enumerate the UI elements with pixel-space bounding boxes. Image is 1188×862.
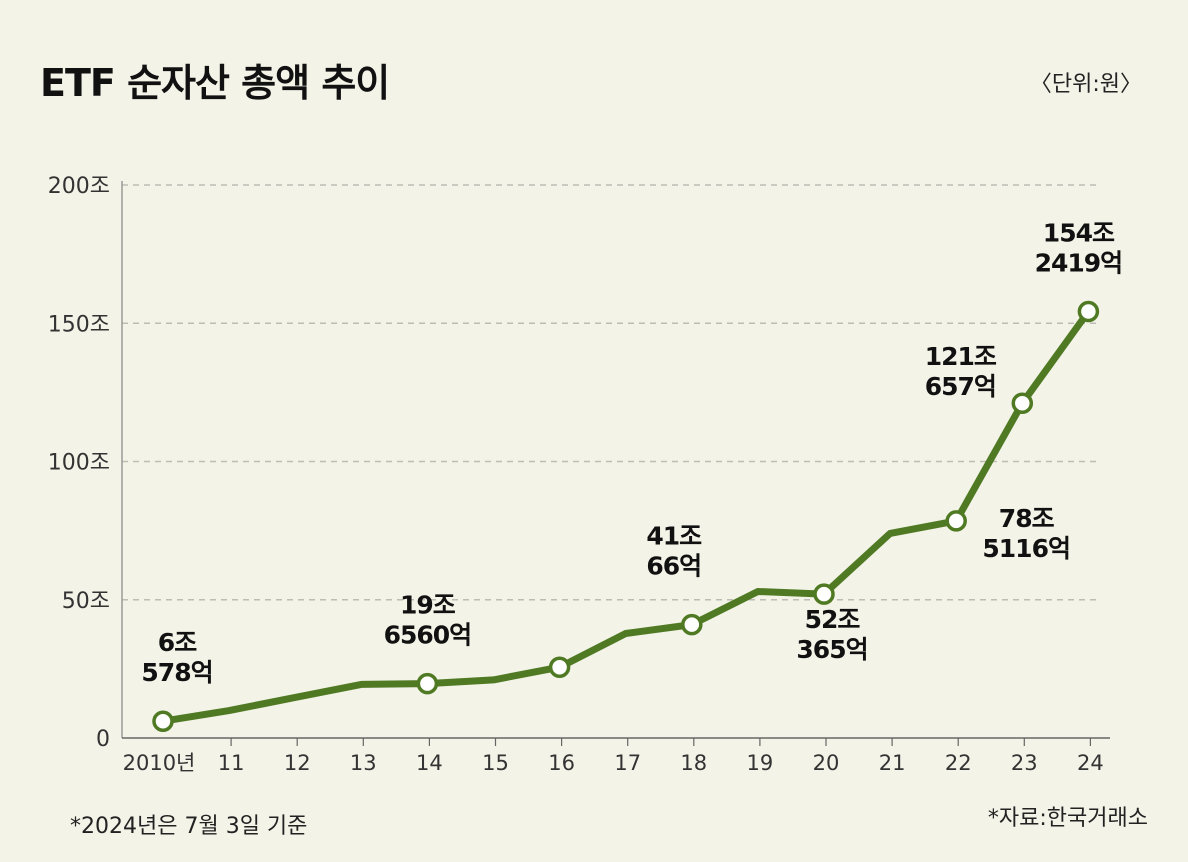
data-label-line2: 657억: [925, 372, 996, 401]
x-tick-label: 21: [879, 751, 906, 775]
data-label-line1: 41조: [646, 522, 702, 551]
data-point-marker: [416, 672, 439, 695]
data-label-line2: 66억: [646, 552, 701, 581]
data-label-line2: 578억: [141, 658, 212, 687]
data-label-line1: 78조: [999, 504, 1055, 533]
data-label-line2: 6560억: [384, 621, 472, 650]
data-label-line1: 154조: [1043, 219, 1115, 248]
data-point-marker: [681, 613, 703, 636]
footnote: *2024년은 7월 3일 기준: [70, 814, 308, 839]
y-tick-label: 200조: [48, 174, 110, 199]
x-tick-label: 14: [416, 751, 443, 775]
x-tick-label: 12: [284, 751, 311, 775]
x-tick-label: 2010년: [123, 751, 196, 775]
x-tick-label: 19: [747, 751, 774, 775]
data-point-marker: [152, 710, 174, 732]
data-point-marker: [1077, 300, 1100, 323]
series-line: [159, 308, 1092, 725]
source-label: *자료:한국거래소: [987, 806, 1148, 831]
y-tick-label: 150조: [48, 312, 110, 337]
y-tick-label: 0: [96, 727, 110, 752]
data-label-line2: 5116억: [982, 534, 1070, 563]
x-tick-label: 22: [945, 751, 972, 775]
data-point-marker: [813, 583, 835, 605]
x-tick-label: 13: [350, 751, 377, 775]
data-label-line1: 52조: [805, 605, 861, 634]
x-tick-label: 17: [614, 751, 641, 775]
x-tick-label: 18: [680, 751, 707, 775]
data-label-line2: 365억: [796, 635, 867, 664]
data-point-marker: [945, 510, 967, 532]
x-tick-label: 15: [482, 751, 509, 775]
data-point-marker: [1011, 392, 1034, 414]
data-label-line1: 121조: [925, 342, 997, 371]
data-label-line1: 6조: [158, 628, 197, 657]
unit-label: 〈단위:원〉: [1029, 72, 1142, 97]
data-label-line2: 2419억: [1035, 249, 1123, 278]
y-tick-label: 100조: [48, 451, 110, 476]
x-tick-label: 11: [218, 751, 245, 775]
x-tick-label: 24: [1077, 751, 1104, 775]
x-tick-label: 20: [813, 751, 840, 775]
data-point-marker: [548, 656, 571, 678]
x-tick-label: 16: [548, 751, 575, 775]
chart-title: ETF 순자산 총액 추이: [40, 61, 390, 105]
data-label-line1: 19조: [400, 591, 456, 620]
y-tick-label: 50조: [62, 589, 110, 614]
x-tick-label: 23: [1011, 751, 1038, 775]
